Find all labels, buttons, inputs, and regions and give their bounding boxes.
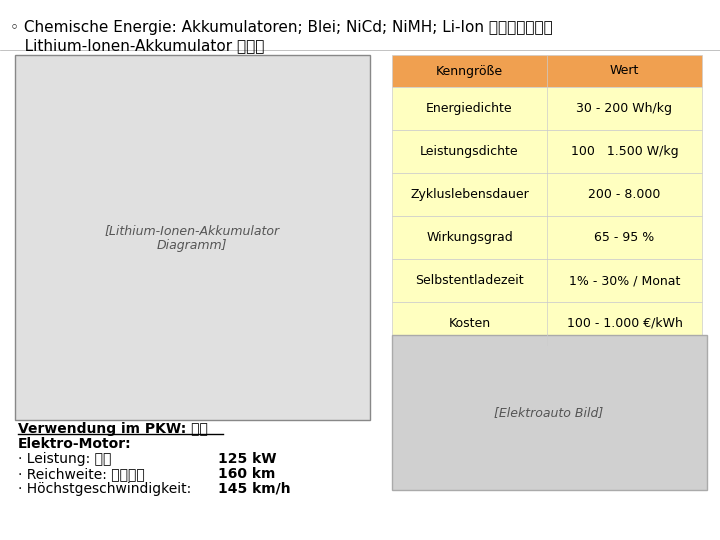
Text: 1% - 30% / Monat: 1% - 30% / Monat	[569, 274, 680, 287]
FancyBboxPatch shape	[392, 335, 707, 490]
FancyBboxPatch shape	[392, 55, 702, 87]
Text: Energiedichte: Energiedichte	[426, 102, 513, 115]
FancyBboxPatch shape	[392, 302, 702, 345]
Text: 200 - 8.000: 200 - 8.000	[588, 188, 661, 201]
Text: ◦ Chemische Energie: Akkumulatoren; Blei; NiCd; NiMH; Li-Ion 化学能：蓄电池: ◦ Chemische Energie: Akkumulatoren; Blei…	[10, 20, 553, 35]
Text: 145 km/h: 145 km/h	[218, 482, 291, 496]
FancyBboxPatch shape	[392, 173, 702, 216]
Text: 100   1.500 W/kg: 100 1.500 W/kg	[571, 145, 678, 158]
Text: 65 - 95 %: 65 - 95 %	[595, 231, 654, 244]
Text: Lithium-Ionen-Akkumulator 锂电池: Lithium-Ionen-Akkumulator 锂电池	[10, 38, 264, 53]
Text: 100 - 1.000 €/kWh: 100 - 1.000 €/kWh	[567, 317, 683, 330]
Text: Elektro-Motor:: Elektro-Motor:	[18, 437, 132, 451]
Text: Kenngröße: Kenngröße	[436, 64, 503, 78]
FancyBboxPatch shape	[15, 55, 370, 420]
Text: 125 kW: 125 kW	[218, 452, 276, 466]
FancyBboxPatch shape	[392, 87, 702, 130]
Text: [Lithium-Ionen-Akkumulator
Diagramm]: [Lithium-Ionen-Akkumulator Diagramm]	[104, 224, 279, 252]
Text: · Leistung: 功率: · Leistung: 功率	[18, 452, 112, 466]
Text: · Höchstgeschwindigkeit:: · Höchstgeschwindigkeit:	[18, 482, 192, 496]
Text: 160 km: 160 km	[218, 467, 275, 481]
Text: · Reichweite: 行驶距离: · Reichweite: 行驶距离	[18, 467, 145, 481]
Text: Verwendung im PKW: 应用: Verwendung im PKW: 应用	[18, 422, 208, 436]
FancyBboxPatch shape	[392, 130, 702, 173]
Text: Wert: Wert	[610, 64, 639, 78]
Text: Kosten: Kosten	[449, 317, 490, 330]
Text: Leistungsdichte: Leistungsdichte	[420, 145, 519, 158]
FancyBboxPatch shape	[392, 259, 702, 302]
Text: [Elektroauto Bild]: [Elektroauto Bild]	[495, 407, 603, 420]
Text: Selbstentladezeit: Selbstentladezeit	[415, 274, 524, 287]
Text: Zykluslebensdauer: Zykluslebensdauer	[410, 188, 529, 201]
Text: 30 - 200 Wh/kg: 30 - 200 Wh/kg	[577, 102, 672, 115]
Text: Wirkungsgrad: Wirkungsgrad	[426, 231, 513, 244]
FancyBboxPatch shape	[392, 216, 702, 259]
